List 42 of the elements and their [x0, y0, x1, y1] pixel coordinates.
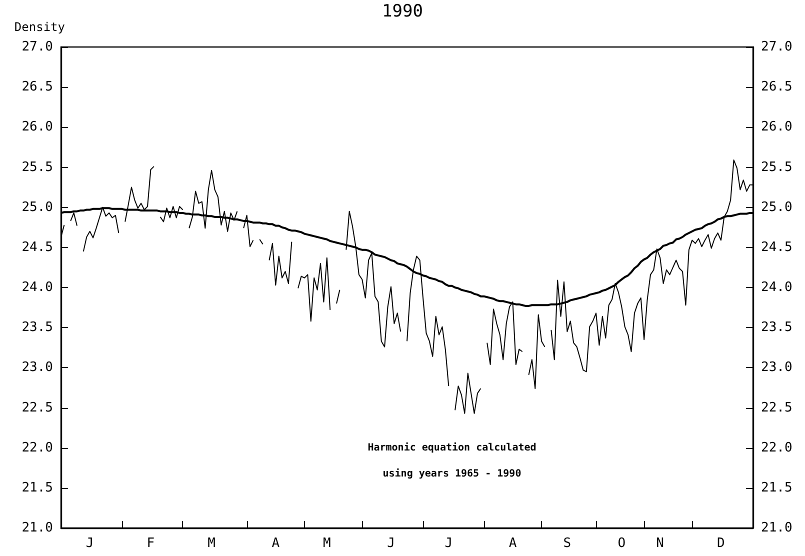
y-tick-label: 22.5: [22, 400, 53, 416]
x-tick-label: M: [208, 536, 216, 551]
y-tick-label: 21.0: [22, 520, 53, 536]
y-tick-label: 26.0: [22, 120, 53, 135]
annotation: Harmonic equation calculated: [368, 442, 536, 454]
y-axis-title: Density: [14, 20, 65, 34]
x-tick-label: N: [656, 536, 664, 551]
y2-tick-label: 22.0: [761, 440, 792, 456]
y-tick-label: 27.0: [22, 40, 53, 54]
y-tick-label: 21.5: [22, 480, 53, 496]
chart-title: 1990: [382, 2, 423, 22]
x-tick-label: A: [272, 536, 280, 551]
x-tick-label: J: [444, 536, 453, 551]
x-tick-label: J: [387, 536, 395, 551]
annotation: using years 1965 - 1990: [382, 468, 522, 480]
y-tick-label: 25.5: [22, 160, 53, 175]
x-tick-label: D: [717, 536, 726, 551]
y2-tick-label: 25.5: [761, 160, 792, 175]
x-tick-label: O: [618, 536, 626, 551]
y2-tick-label: 24.5: [761, 240, 792, 255]
y-tick-label: 22.0: [22, 440, 53, 456]
y2-tick-label: 25.0: [761, 200, 792, 215]
y2-tick-label: 26.5: [761, 80, 792, 95]
x-tick-label: F: [146, 536, 155, 551]
y2-tick-label: 24.0: [761, 280, 792, 295]
x-tick-label: A: [508, 536, 517, 551]
y2-tick-label: 22.5: [761, 400, 792, 416]
y2-tick-label: 21.0: [761, 520, 792, 536]
y2-tick-label: 26.0: [761, 120, 792, 135]
y2-tick-label: 23.0: [761, 360, 792, 376]
y-tick-label: 26.5: [22, 80, 53, 95]
y2-tick-label: 21.5: [761, 480, 792, 496]
y-tick-label: 23.5: [22, 320, 53, 336]
y-tick-label: 24.0: [22, 280, 53, 295]
x-tick-label: M: [322, 536, 331, 551]
y2-tick-label: 27.0: [761, 40, 792, 54]
x-tick-label: S: [563, 536, 572, 551]
y-tick-label: 25.0: [22, 200, 53, 215]
y-tick-label: 23.0: [22, 360, 53, 376]
x-tick-label: J: [86, 536, 94, 551]
y-tick-label: 24.5: [22, 240, 53, 255]
y2-tick-label: 23.5: [761, 320, 792, 336]
